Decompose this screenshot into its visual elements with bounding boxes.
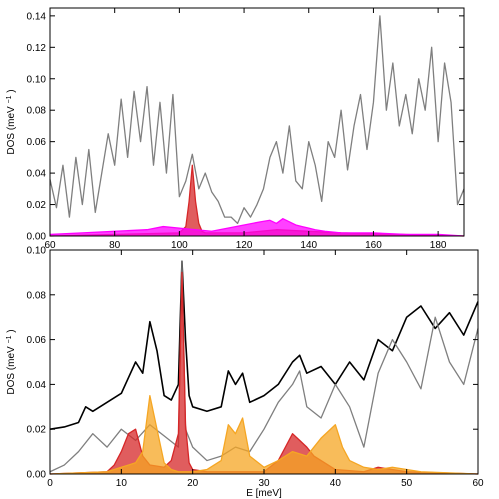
top-x-ticks: 60 80 100 120 140 160 180 [44, 8, 447, 251]
top-series-0-line [49, 15, 465, 225]
bottom-y-tick-label: 0.06 [27, 335, 47, 346]
top-x-tick-label: 100 [171, 240, 188, 251]
bottom-x-tick-label: 0 [47, 478, 53, 489]
top-y-axis-title-sup: −1 [6, 95, 13, 103]
bottom-y-tick-label: 0.08 [27, 290, 47, 301]
top-y-axis-title-suffix: ) [6, 89, 17, 92]
top-x-tick-label: 180 [430, 240, 447, 251]
top-y-axis-title-main: DOS (meV [6, 106, 17, 155]
top-y-tick-label: 0.04 [27, 169, 47, 180]
top-x-tick-label: 60 [44, 240, 56, 251]
bottom-y-tick-label: 0.02 [27, 425, 47, 436]
top-y-tick-label: 0.02 [27, 200, 47, 211]
bottom-y-axis-title: DOS (meV −1 ) [6, 329, 18, 394]
bottom-y-tick-label: 0.00 [27, 470, 47, 481]
top-y-tick-label: 0.06 [27, 137, 47, 148]
top-series-2-line [49, 218, 465, 237]
bottom-x-tick-label: 40 [330, 478, 342, 489]
bottom-x-tick-label: 20 [187, 478, 199, 489]
bottom-y-axis-title-sup: −1 [6, 335, 13, 343]
top-y-tick-label: 0.14 [27, 11, 47, 22]
bottom-y-tick-label: 0.10 [27, 246, 47, 257]
top-dos-panel: 60 80 100 120 140 160 180 0.00 0.02 0.04 0.06 0.08… [6, 7, 465, 251]
top-x-tick-label: 120 [236, 240, 253, 251]
top-series-2-area [50, 218, 464, 236]
top-y-tick-label: 0.10 [27, 74, 47, 85]
bottom-y-axis-title-suffix: ) [6, 329, 17, 332]
top-y-ticks: 0.00 0.02 0.04 0.06 0.08 0.10 0.12 0.14 [27, 11, 464, 243]
top-x-tick-label: 140 [300, 240, 317, 251]
bottom-plot-frame [49, 249, 479, 475]
top-y-tick-label: 0.12 [27, 43, 47, 54]
bottom-x-tick-label: 60 [472, 478, 484, 489]
top-x-tick-label: 160 [365, 240, 382, 251]
bottom-dos-panel: 0 10 20 30 40 50 60 0.00 0.02 0.04 0.06 0.08 0.10 D… [6, 246, 484, 499]
bottom-x-tick-label: 10 [116, 478, 128, 489]
bottom-y-axis-title-main: DOS (meV [6, 346, 17, 395]
bottom-x-ticks: 0 10 20 30 40 50 60 [47, 250, 484, 489]
top-y-axis-title: DOS (meV −1 ) [6, 89, 18, 154]
bottom-series-3-line [49, 394, 479, 475]
top-y-tick-label: 0.00 [27, 232, 47, 243]
bottom-x-tick-label: 50 [401, 478, 413, 489]
bottom-series-3-area [50, 395, 478, 474]
top-plot-frame [49, 7, 465, 237]
top-y-tick-label: 0.08 [27, 106, 47, 117]
bottom-y-tick-label: 0.04 [27, 380, 47, 391]
top-series-group [49, 15, 465, 237]
bottom-x-axis-title: E [meV] [246, 488, 282, 499]
top-x-tick-label: 80 [109, 240, 121, 251]
bottom-x-tick-label: 30 [258, 478, 270, 489]
bottom-series-0-line [49, 260, 479, 430]
